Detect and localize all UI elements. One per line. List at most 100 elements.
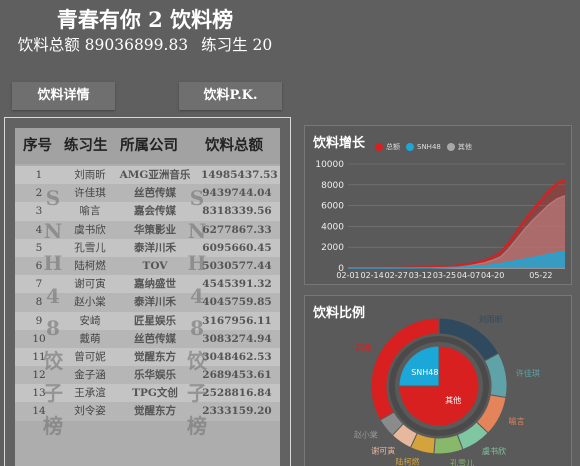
- series-area: [348, 251, 565, 268]
- table-row[interactable]: 13 王承渲 TPG文创 2528816.84: [15, 384, 280, 403]
- y-tick-label: 10000: [315, 160, 344, 170]
- outer-label: 孔雪儿: [450, 459, 474, 466]
- row-company: AMG亚洲音乐: [119, 169, 191, 181]
- legend-dot-icon: [446, 142, 455, 151]
- row-rank: 7: [35, 278, 43, 291]
- x-tick-label: 03-25: [433, 271, 456, 280]
- row-company: 觉醒东方: [134, 405, 176, 418]
- row-trainee: 虞书欣: [74, 223, 106, 236]
- row-company: TOV: [142, 259, 168, 272]
- table-row[interactable]: 14 刘令姿 觉醒东方 2333159.20: [15, 402, 280, 421]
- table-row[interactable]: 6 陆柯燃 TOV 5030577.44: [15, 256, 280, 276]
- outer-label: 赵小棠: [354, 429, 378, 439]
- x-tick-label: 05-22: [529, 271, 552, 280]
- x-tick-label: 02-14: [360, 271, 383, 280]
- ranking-table: 序号 练习生 所属公司 饮料总额 1 刘雨昕 AMG亚洲音乐 14985437.53 2…: [15, 128, 280, 466]
- series-area: [348, 195, 565, 268]
- y-tick-label: 8000: [321, 181, 344, 191]
- page-title: 青春有你 2 饮料榜: [56, 7, 234, 32]
- row-company: 嘉会传媒: [134, 205, 176, 218]
- row-rank: 1: [35, 169, 43, 181]
- row-trainee: 刘雨昕: [74, 169, 106, 181]
- y-tick-label: 0: [338, 264, 344, 274]
- row-trainee: 王承渲: [74, 387, 106, 400]
- row-trainee: 安崎: [79, 314, 101, 327]
- legend-item[interactable]: SNH48: [406, 142, 441, 151]
- tab-drink-pk[interactable]: 饮料P.K.: [179, 82, 282, 110]
- row-company: 丝芭传媒: [134, 187, 176, 200]
- outer-label: 虞书欣: [482, 446, 506, 456]
- legend-dot-icon: [375, 142, 383, 151]
- row-company: 泰洋川禾: [134, 241, 176, 254]
- row-rank: 4: [35, 223, 43, 236]
- row-company: 嘉纳盛世: [134, 278, 176, 291]
- row-total: 9439744.04: [202, 187, 272, 200]
- tab-drink-detail[interactable]: 饮料详情: [12, 82, 115, 110]
- row-trainee: 谢可寅: [74, 278, 106, 291]
- inner-label: SNH48: [411, 368, 438, 377]
- row-trainee: 戴萌: [79, 332, 101, 345]
- outer-label: 其他: [355, 342, 371, 352]
- row-total: 3083274.94: [202, 332, 272, 345]
- row-trainee: 陆柯燃: [74, 259, 106, 272]
- legend-label: 总额: [386, 142, 400, 151]
- row-rank: 5: [35, 241, 43, 254]
- row-rank: 9: [35, 314, 43, 327]
- y-tick-label: 2000: [321, 243, 344, 253]
- trainee-count: 练习生 20: [201, 36, 273, 54]
- table-body: 1 刘雨昕 AMG亚洲音乐 14985437.53 2 许佳琪 丝芭传媒 9439744.04…: [15, 166, 280, 421]
- table-row[interactable]: 5 孔雪儿 泰洋川禾 6095660.45: [15, 238, 280, 257]
- ratio-title: 饮料比例: [313, 306, 366, 321]
- table-row[interactable]: 11 曾可妮 觉醒东方 3048462.53: [15, 347, 280, 367]
- row-rank: 8: [35, 296, 43, 309]
- col-company: 所属公司: [120, 137, 178, 154]
- outer-label: 谢可寅: [371, 446, 395, 456]
- growth-legend: 总额 SNH48 其他: [375, 136, 478, 151]
- row-company: 觉醒东方: [134, 350, 176, 363]
- legend-dot-icon: [406, 142, 414, 151]
- outer-label: 喻言: [509, 416, 525, 426]
- table-header: 序号 练习生 所属公司 饮料总额: [15, 128, 280, 164]
- drink-total: 饮料总额 89036899.83: [17, 36, 189, 54]
- ranking-table-panel: 序号 练习生 所属公司 饮料总额 1 刘雨昕 AMG亚洲音乐 14985437.53 2…: [4, 117, 291, 466]
- x-tick-label: 04-20: [481, 271, 504, 280]
- table-row[interactable]: 9 安崎 匠星娱乐 3167956.11: [15, 311, 280, 330]
- table-row[interactable]: 2 许佳琪 丝芭传媒 9439744.04: [15, 184, 280, 203]
- row-total: 14985437.53: [201, 169, 278, 181]
- table-row[interactable]: 8 赵小棠 泰洋川禾 4045759.85: [15, 293, 280, 312]
- summary-line: 饮料总额 89036899.83 练习生 20: [0, 33, 290, 55]
- series-area: [348, 179, 565, 268]
- table-row[interactable]: 4 虞书欣 华策影业 6277867.33: [15, 220, 280, 239]
- x-tick-label: 02-01: [336, 271, 359, 280]
- table-row[interactable]: 12 金子涵 乐华娱乐 2689453.61: [15, 366, 280, 385]
- row-company: 华策影业: [134, 223, 176, 236]
- ratio-panel: 饮料比例 刘雨昕 许佳琪 喻言 虞书欣 孔雪儿 陆柯燃 谢可寅 赵小棠 其他 SNH48 其他: [304, 295, 572, 466]
- row-trainee: 许佳琪: [74, 187, 106, 200]
- row-company: 泰洋川禾: [134, 296, 176, 309]
- row-total: 3048462.53: [202, 350, 272, 363]
- col-rank: 序号: [23, 137, 52, 154]
- row-trainee: 孔雪儿: [74, 241, 106, 254]
- row-total: 4545391.32: [202, 278, 272, 291]
- row-trainee: 刘令姿: [74, 405, 106, 418]
- legend-item[interactable]: 其他: [446, 142, 472, 152]
- row-company: 匠星娱乐: [134, 314, 176, 327]
- x-tick-label: 02-27: [385, 271, 408, 280]
- y-tick-label: 6000: [321, 202, 344, 212]
- row-trainee: 曾可妮: [74, 350, 106, 363]
- table-row[interactable]: 10 戴萌 丝芭传媒 3083274.94: [15, 329, 280, 348]
- table-row[interactable]: 7 谢可寅 嘉纳盛世 4545391.32: [15, 275, 280, 294]
- row-total: 8318339.56: [202, 205, 272, 218]
- row-company: TPG文创: [132, 387, 178, 400]
- growth-panel: 饮料增长 总额 SNH48 其他 0 2000 4000 6000 8000 10000 02-…: [304, 125, 572, 285]
- table-row[interactable]: 1 刘雨昕 AMG亚洲音乐 14985437.53: [15, 166, 280, 185]
- row-trainee: 金子涵: [74, 369, 106, 382]
- row-total: 6095660.45: [202, 241, 272, 254]
- row-total: 2528816.84: [202, 387, 272, 400]
- outer-label: 陆柯燃: [395, 456, 419, 466]
- outer-slice: [433, 434, 464, 455]
- legend-label: 其他: [457, 142, 472, 151]
- table-row[interactable]: 3 喻言 嘉会传媒 8318339.56: [15, 202, 280, 221]
- legend-item[interactable]: 总额: [375, 142, 400, 152]
- x-tick-label: 03-12: [409, 271, 432, 280]
